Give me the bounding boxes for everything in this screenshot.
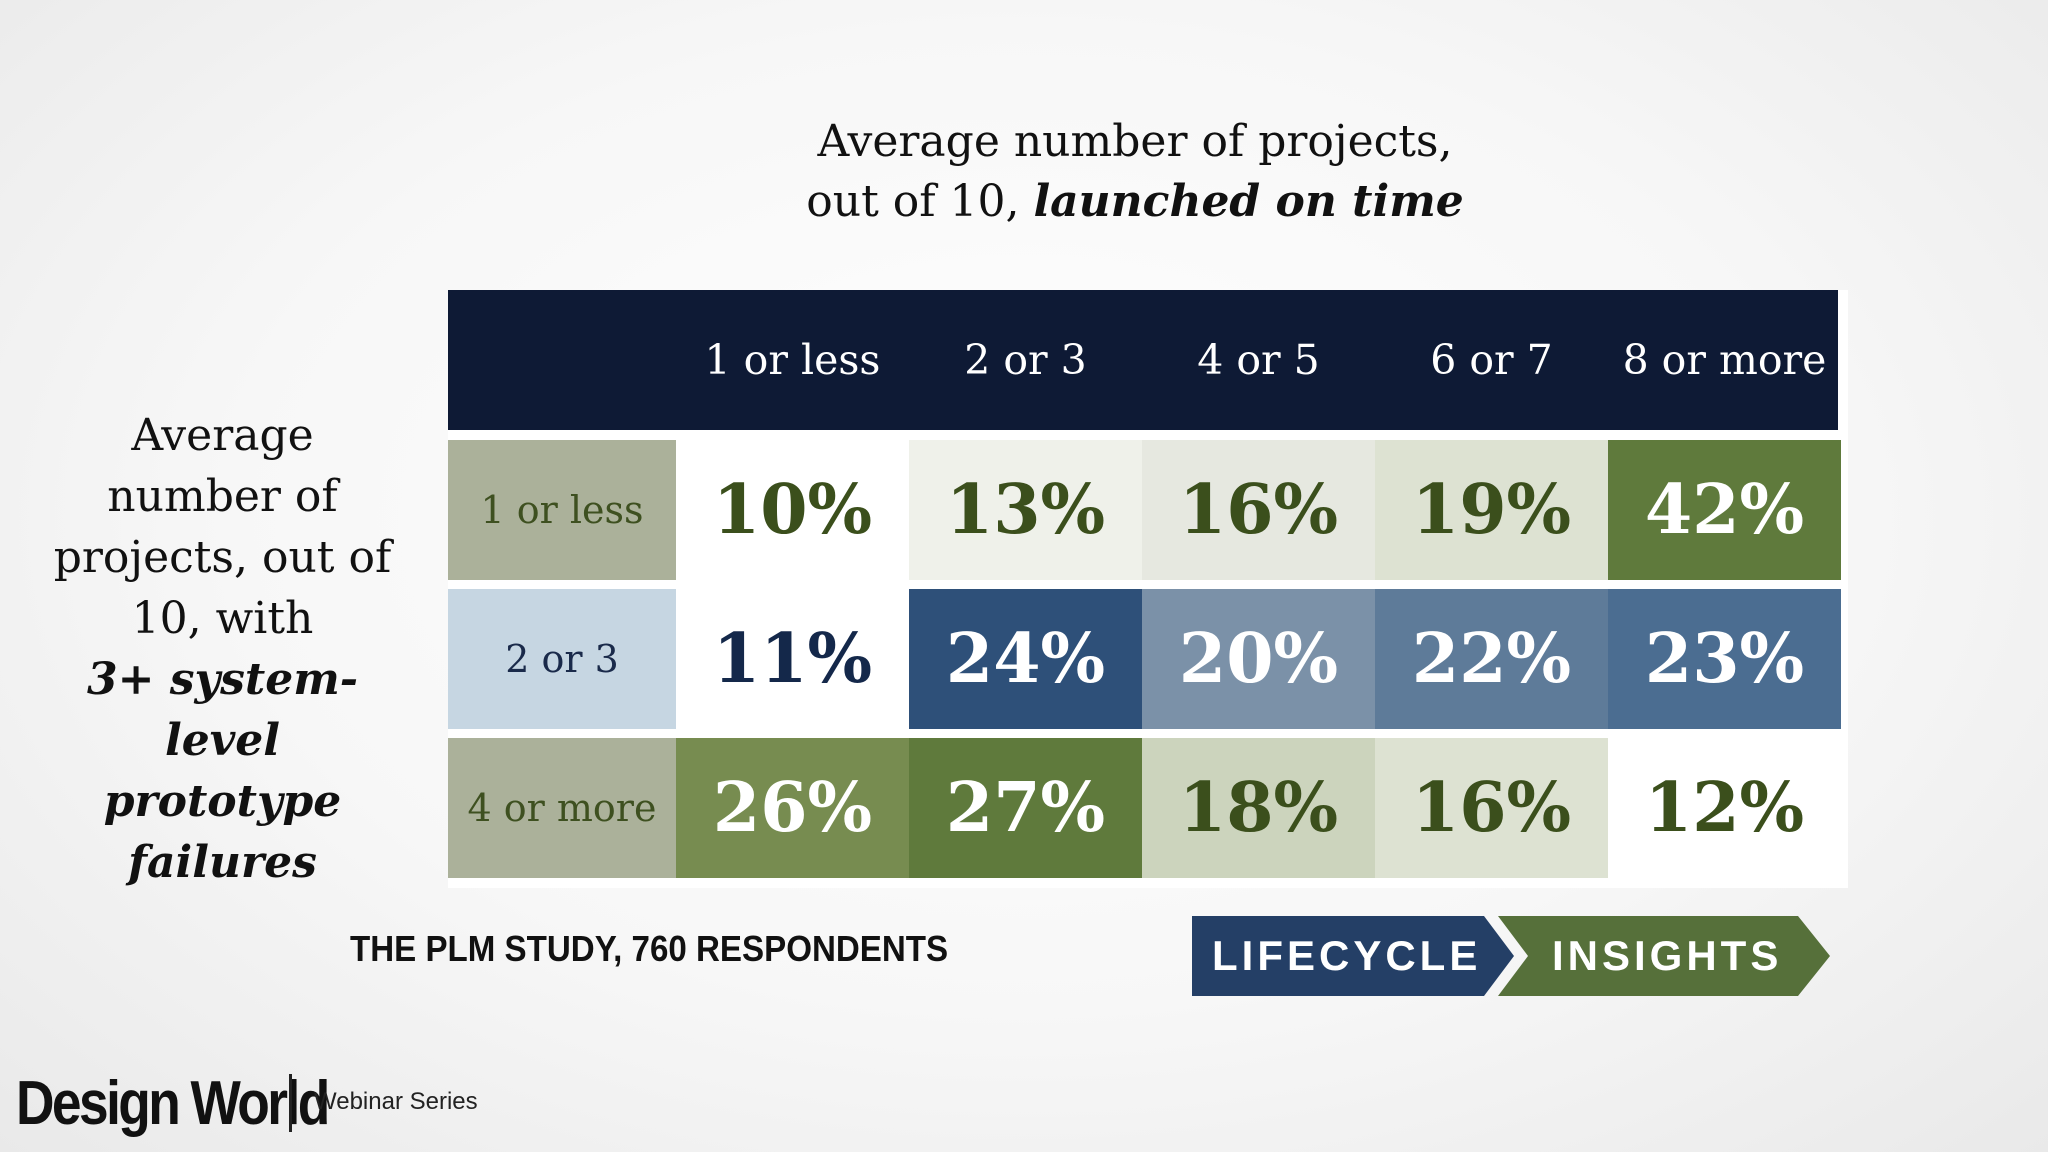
column-axis-title: Average number of projects, out of 10, l… — [760, 112, 1510, 232]
row-axis-title-emph-line: failures — [128, 837, 317, 888]
column-header: 6 or 7 — [1430, 336, 1553, 384]
table-cell: 24% — [909, 589, 1142, 729]
table-cell: 20% — [1142, 589, 1375, 729]
brand-subtitle: Webinar Series — [314, 1088, 478, 1115]
table-cell: 42% — [1608, 440, 1841, 580]
table-cell: 22% — [1375, 589, 1608, 729]
column-header: 8 or more — [1622, 336, 1827, 384]
row-axis-title-line: Average — [131, 410, 314, 461]
table-cell: 16% — [1375, 738, 1608, 878]
lifecycle-insights-logo: LIFECYCLE INSIGHTS — [1192, 916, 1832, 996]
table-cell: 10% — [676, 440, 909, 580]
logo-left-text: LIFECYCLE — [1212, 932, 1482, 979]
table-cell: 19% — [1375, 440, 1608, 580]
table-cell: 23% — [1608, 589, 1841, 729]
column-axis-title-emphasis: launched on time — [1033, 176, 1464, 227]
row-axis-title-line: 10, with — [131, 593, 314, 644]
column-axis-title-plain: out of 10, — [806, 176, 1034, 227]
row-axis-title: Average number of projects, out of 10, w… — [40, 405, 405, 893]
table-cell: 27% — [909, 738, 1142, 878]
column-header: 2 or 3 — [964, 336, 1087, 384]
column-axis-title-line1: Average number of projects, — [817, 116, 1453, 167]
row-header: 1 or less — [448, 440, 676, 580]
column-header: 1 or less — [704, 336, 881, 384]
brand-divider — [289, 1074, 292, 1132]
table-cell: 26% — [676, 738, 909, 878]
row-axis-title-emph-line: 3+ system-level — [86, 654, 359, 766]
logo-shapes — [1192, 916, 1830, 996]
row-header: 4 or more — [448, 738, 676, 878]
source-note: THE PLM STUDY, 760 RESPONDENTS — [350, 928, 949, 969]
column-axis-title-line2: out of 10, launched on time — [760, 172, 1510, 232]
design-world-logo: Design World — [16, 1069, 330, 1138]
table-cell: 18% — [1142, 738, 1375, 878]
logo-right-text: INSIGHTS — [1552, 932, 1783, 979]
table-cell: 11% — [676, 589, 909, 729]
row-header: 2 or 3 — [448, 589, 676, 729]
table-cell: 12% — [1608, 738, 1841, 878]
table-cell: 16% — [1142, 440, 1375, 580]
row-axis-title-line: projects, out of — [53, 532, 392, 583]
column-header: 4 or 5 — [1197, 336, 1320, 384]
row-axis-title-line: number of — [107, 471, 338, 522]
table-cell: 13% — [909, 440, 1142, 580]
row-axis-title-emph-line: prototype — [103, 776, 342, 827]
table-header-band — [448, 290, 1838, 430]
